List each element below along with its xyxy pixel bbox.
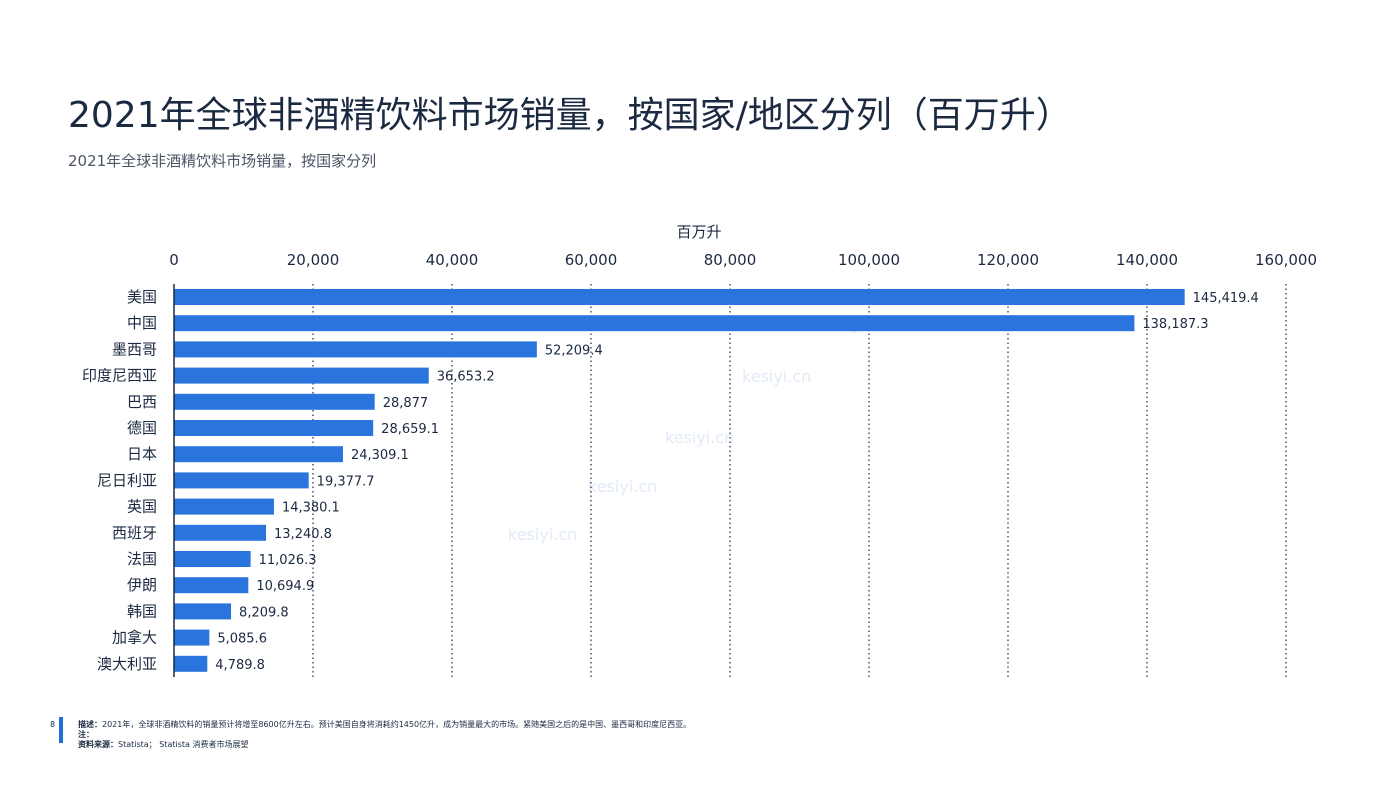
category-label: 德国 [127,419,157,437]
value-label: 145,419.4 [1193,291,1259,306]
value-label: 5,085.6 [217,632,267,647]
x-tick-label: 160,000 [1255,251,1317,269]
value-label: 8,209.8 [239,605,289,620]
source-text: Statista； Statista 消费者市场展望 [118,740,249,749]
bar [174,393,375,410]
bar [174,603,232,620]
bar [174,367,429,384]
category-label: 中国 [127,314,157,332]
note-label: 注： [78,730,94,739]
bar [174,315,1135,332]
x-tick-label: 140,000 [1116,251,1178,269]
bar [174,446,343,463]
bar [174,472,309,489]
value-label: 28,659.1 [381,422,439,437]
category-label: 加拿大 [112,629,157,647]
description-line: 描述：2021年，全球非酒精饮料的销量预计将增至8600亿升左右。预计美国自身将… [78,720,691,730]
value-label: 52,209.4 [545,343,603,358]
value-label: 4,789.8 [215,658,265,673]
x-tick-label: 0 [169,251,179,269]
bar [174,629,210,646]
value-label: 36,653.2 [437,370,495,385]
x-tick-label: 40,000 [426,251,479,269]
category-label: 澳大利亚 [97,655,157,673]
bar [174,341,537,358]
bar [174,524,267,541]
value-label: 14,380.1 [282,501,340,516]
x-tick-label: 80,000 [704,251,757,269]
value-label: 138,187.3 [1142,317,1208,332]
value-label: 11,026.3 [259,553,317,568]
footer-text: 描述：2021年，全球非酒精饮料的销量预计将增至8600亿升左右。预计美国自身将… [78,720,691,750]
x-tick-label: 20,000 [287,251,340,269]
value-label: 19,377.7 [317,474,375,489]
x-axis-label: 百万升 [676,223,721,241]
watermark-text: kesiyi.cn [588,477,657,496]
description-text: 2021年，全球非酒精饮料的销量预计将增至8600亿升左右。预计美国自身将消耗约… [102,720,692,729]
category-label: 尼日利亚 [97,471,157,489]
source-label: 资料来源： [78,740,118,749]
value-labels: 145,419.4 138,187.3 52,209.4 36,653.2 28,877… [215,291,1259,673]
footer-accent-bar [59,717,63,743]
category-label: 墨西哥 [112,340,157,358]
category-label: 巴西 [127,393,157,411]
x-tick-labels: 0 20,000 40,000 60,000 80,000 100,000 120,000 1… [169,251,1317,269]
category-label: 法国 [127,550,157,568]
bar [174,289,1185,305]
value-label: 13,240.8 [274,527,332,542]
x-tick-label: 100,000 [838,251,900,269]
page-subtitle: 2021年全球非酒精饮料市场销量，按国家分列 [68,152,377,170]
source-line: 资料来源：Statista； Statista 消费者市场展望 [78,740,691,750]
value-label: 24,309.1 [351,448,409,463]
page-number: 8 [50,720,56,729]
watermark-text: kesiyi.cn [508,525,577,544]
category-label: 英国 [127,498,157,516]
category-label: 印度尼西亚 [82,367,157,385]
note-line: 注： [78,730,691,740]
value-label: 28,877 [383,396,429,411]
bar [174,420,374,436]
category-label: 西班牙 [112,524,157,542]
description-label: 描述： [78,720,102,729]
watermark-text: kesiyi.cn [665,428,734,447]
category-label: 韩国 [127,602,157,620]
bar [174,551,251,567]
category-label: 伊朗 [127,576,157,594]
x-tick-label: 60,000 [565,251,618,269]
watermark-text: kesiyi.cn [742,367,811,386]
bar [174,498,274,515]
x-tick-label: 120,000 [977,251,1039,269]
bar [174,577,249,594]
category-label: 日本 [127,445,157,463]
value-label: 10,694.9 [256,579,314,594]
category-label: 美国 [127,288,157,306]
page-title: 2021年全球非酒精饮料市场销量，按国家/地区分列（百万升） [68,95,1072,136]
bars [174,289,1185,672]
bar [174,655,208,672]
footer: 8 描述：2021年，全球非酒精饮料的销量预计将增至8600亿升左右。预计美国自… [50,717,950,757]
